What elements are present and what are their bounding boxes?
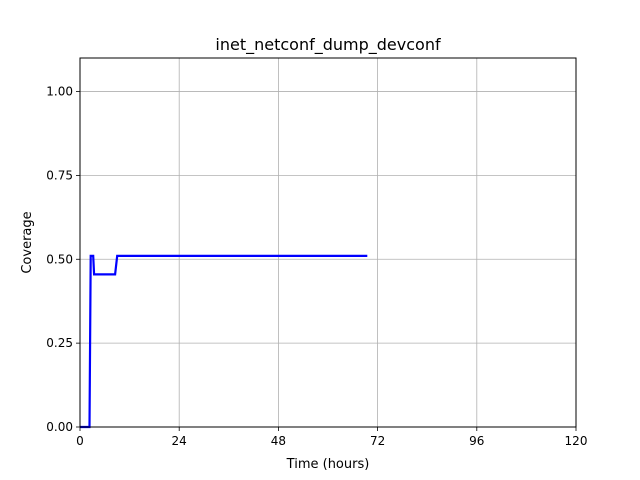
x-axis-label: Time (hours): [286, 457, 370, 472]
chart-title: inet_netconf_dump_devconf: [215, 35, 441, 55]
x-tick-label: 48: [271, 434, 286, 448]
y-tick-label: 0.50: [46, 252, 73, 266]
coverage-series-line: [80, 254, 368, 429]
x-tick-label: 120: [565, 434, 588, 448]
y-tick-label: 0.00: [46, 420, 73, 434]
y-tick-label: 0.25: [46, 336, 73, 350]
axis-ticks: 0 24 48 72 96 120 0.00 0.25 0.50 0.75 1.00: [46, 85, 587, 448]
y-tick-label: 0.75: [46, 168, 73, 182]
plot-frame: [79, 57, 577, 428]
x-tick-label: 24: [172, 434, 187, 448]
x-tick-label: 96: [469, 434, 484, 448]
y-tick-label: 1.00: [46, 85, 73, 99]
x-tick-label: 72: [370, 434, 385, 448]
series-layer: [80, 254, 368, 429]
x-tick-label: 0: [76, 434, 84, 448]
y-axis-label: Coverage: [20, 211, 35, 273]
